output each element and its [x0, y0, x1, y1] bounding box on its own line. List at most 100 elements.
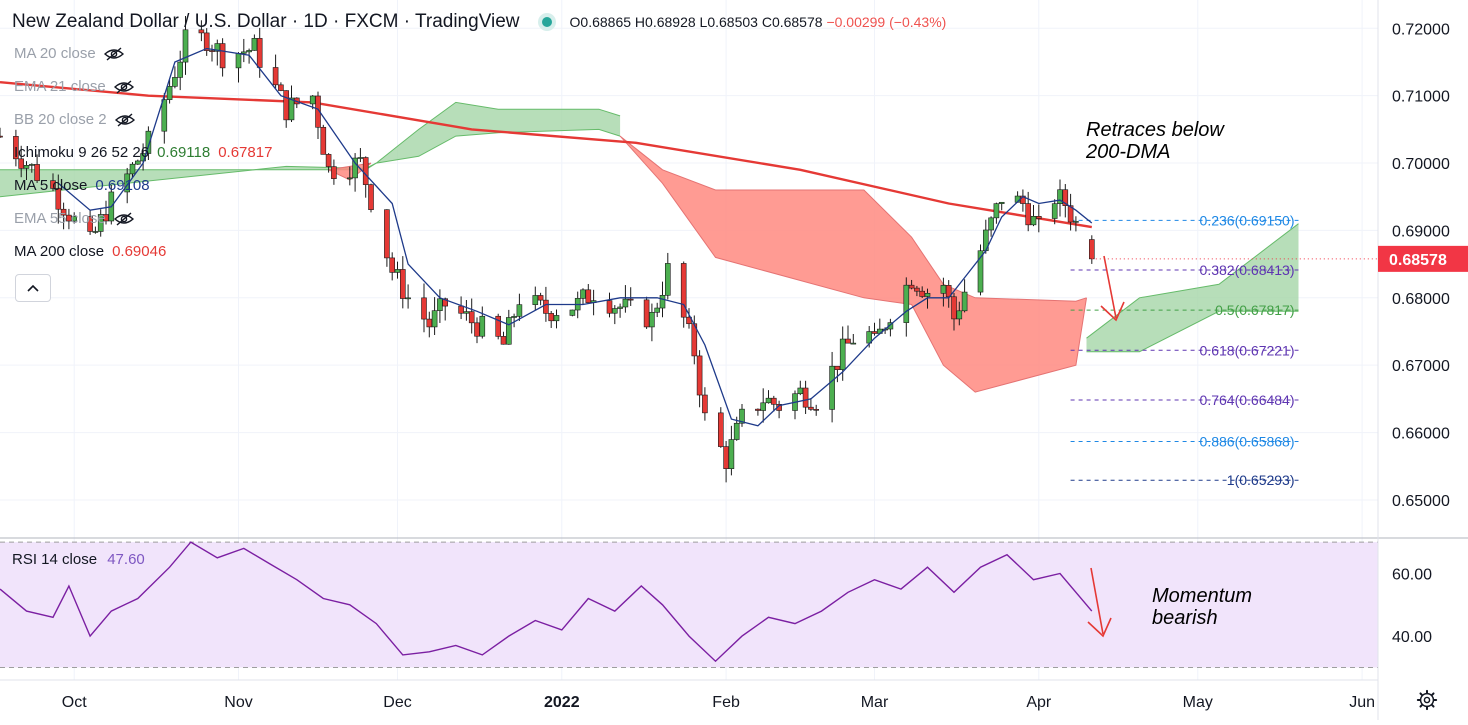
cloud-segment-bullish: [1086, 223, 1299, 352]
candle-body: [23, 165, 30, 169]
legend-ema21[interactable]: EMA 21 close: [14, 78, 134, 95]
eye-hidden-icon[interactable]: [113, 79, 134, 94]
candle-body: [755, 408, 761, 411]
last-price-tag: [1378, 245, 1468, 272]
candle-body: [251, 38, 258, 51]
price-tick-label: 0.68000: [1392, 291, 1450, 308]
rsi-tick-label: 40.00: [1392, 629, 1432, 646]
candle-body: [505, 317, 512, 345]
arrow-head-icon: [1087, 617, 1112, 638]
legend-ma20[interactable]: MA 20 close: [14, 45, 124, 62]
candle-body: [649, 311, 655, 328]
legend-rsi[interactable]: RSI 14 close 47.60: [12, 551, 145, 568]
candle-body: [988, 217, 994, 231]
candle-body: [161, 99, 168, 132]
candle-body: [362, 157, 369, 185]
legend-ema55[interactable]: EMA 55 close: [14, 210, 134, 227]
candle-body: [664, 263, 671, 296]
ma200-line: [0, 81, 1092, 229]
rsi-line: [0, 541, 1093, 663]
close-value: C0.68578: [761, 14, 823, 30]
legend-ichimoku-value-a: 0.69118: [157, 144, 211, 161]
symbol-title[interactable]: New Zealand Dollar / U.S. Dollar · 1D · …: [12, 11, 520, 32]
legend-ma5[interactable]: MA 5 close 0.69108: [14, 177, 150, 194]
fib-level-label: 0.5(0.67817): [1215, 302, 1294, 318]
cloud-segment-bullish: [376, 102, 621, 164]
high-value: H0.68928: [634, 14, 696, 30]
collapse-legend-button[interactable]: [15, 274, 51, 302]
legend-ma200[interactable]: MA 200 close 0.69046: [14, 243, 166, 260]
candle-body: [352, 157, 358, 179]
time-tick-label: Dec: [383, 694, 411, 711]
cloud-segment-bullish: [0, 163, 377, 197]
legend-ichimoku[interactable]: Ichimoku 9 26 52 26 0.69118 0.67817: [14, 144, 272, 161]
candle-body: [55, 188, 62, 210]
candle-body: [569, 309, 576, 316]
candle-body: [516, 304, 523, 317]
cloud-edge: [376, 128, 621, 164]
candle-body: [272, 67, 279, 86]
candle-body: [198, 29, 205, 34]
gear-icon[interactable]: [1416, 689, 1438, 711]
candle-body: [71, 216, 77, 222]
candle-body: [50, 180, 56, 189]
candle-body: [511, 316, 517, 318]
legend-ema55-label: EMA 55 close: [14, 210, 106, 227]
candle-body: [951, 296, 957, 320]
candle-body: [28, 164, 35, 166]
time-tick-label: Nov: [224, 694, 252, 711]
candle-body: [394, 269, 401, 273]
candle-body: [813, 409, 820, 411]
candle-body: [437, 298, 443, 311]
annotation-bearish: bearish: [1152, 607, 1218, 629]
candle-body: [611, 308, 618, 314]
candle-body: [728, 439, 735, 469]
fibonacci-levels: 0.236(0.69150) 0.382(0.68413) 0.5(0.67817)…: [1070, 212, 1299, 488]
low-value: L0.68503: [699, 14, 758, 30]
legend-ma200-value: 0.69046: [112, 243, 167, 260]
time-tick-label: Mar: [861, 694, 889, 711]
eye-hidden-icon[interactable]: [113, 211, 134, 226]
candle-body: [871, 331, 878, 334]
rsi-band: [0, 542, 1378, 668]
candle-body: [702, 394, 708, 414]
candle-body: [808, 406, 814, 410]
candle-body: [18, 158, 25, 169]
ma5-line: [57, 47, 1093, 427]
candle-body: [924, 293, 931, 297]
candle-body: [1051, 203, 1058, 219]
candle-body: [765, 397, 772, 404]
candle-body: [463, 311, 470, 314]
eye-hidden-icon[interactable]: [114, 112, 135, 127]
candle-body: [606, 300, 613, 314]
candle-body: [1067, 205, 1074, 223]
candle-body: [34, 164, 40, 181]
candle-body: [617, 306, 623, 309]
candle-body: [760, 402, 767, 411]
candle-body: [914, 287, 920, 292]
candle-body: [124, 173, 130, 193]
cloud-edge: [1086, 310, 1299, 353]
candle-body: [919, 290, 926, 297]
candle-body: [1073, 221, 1079, 223]
candle-body: [993, 203, 1000, 219]
candle-body: [797, 387, 804, 395]
fib-level-label: 0.382(0.68413): [1200, 262, 1295, 278]
candle-body: [829, 365, 835, 410]
candle-body: [97, 214, 104, 232]
chart-header: New Zealand Dollar / U.S. Dollar · 1D · …: [12, 8, 946, 36]
candle-body: [256, 38, 263, 68]
candle-body: [177, 61, 183, 78]
eye-hidden-icon[interactable]: [103, 46, 124, 61]
price-tick-label: 0.66000: [1392, 426, 1450, 443]
rsi-pane: [0, 537, 1468, 668]
market-status-dot: [541, 17, 552, 27]
annotation-momentum: Momentum: [1152, 585, 1252, 607]
candles: [0, 16, 1095, 483]
candle-body: [431, 310, 438, 328]
price-tick-label: 0.67000: [1392, 358, 1450, 375]
candle-body: [288, 97, 295, 121]
fib-level-label: 0.618(0.67221): [1200, 342, 1295, 358]
legend-bb[interactable]: BB 20 close 2: [14, 111, 135, 128]
